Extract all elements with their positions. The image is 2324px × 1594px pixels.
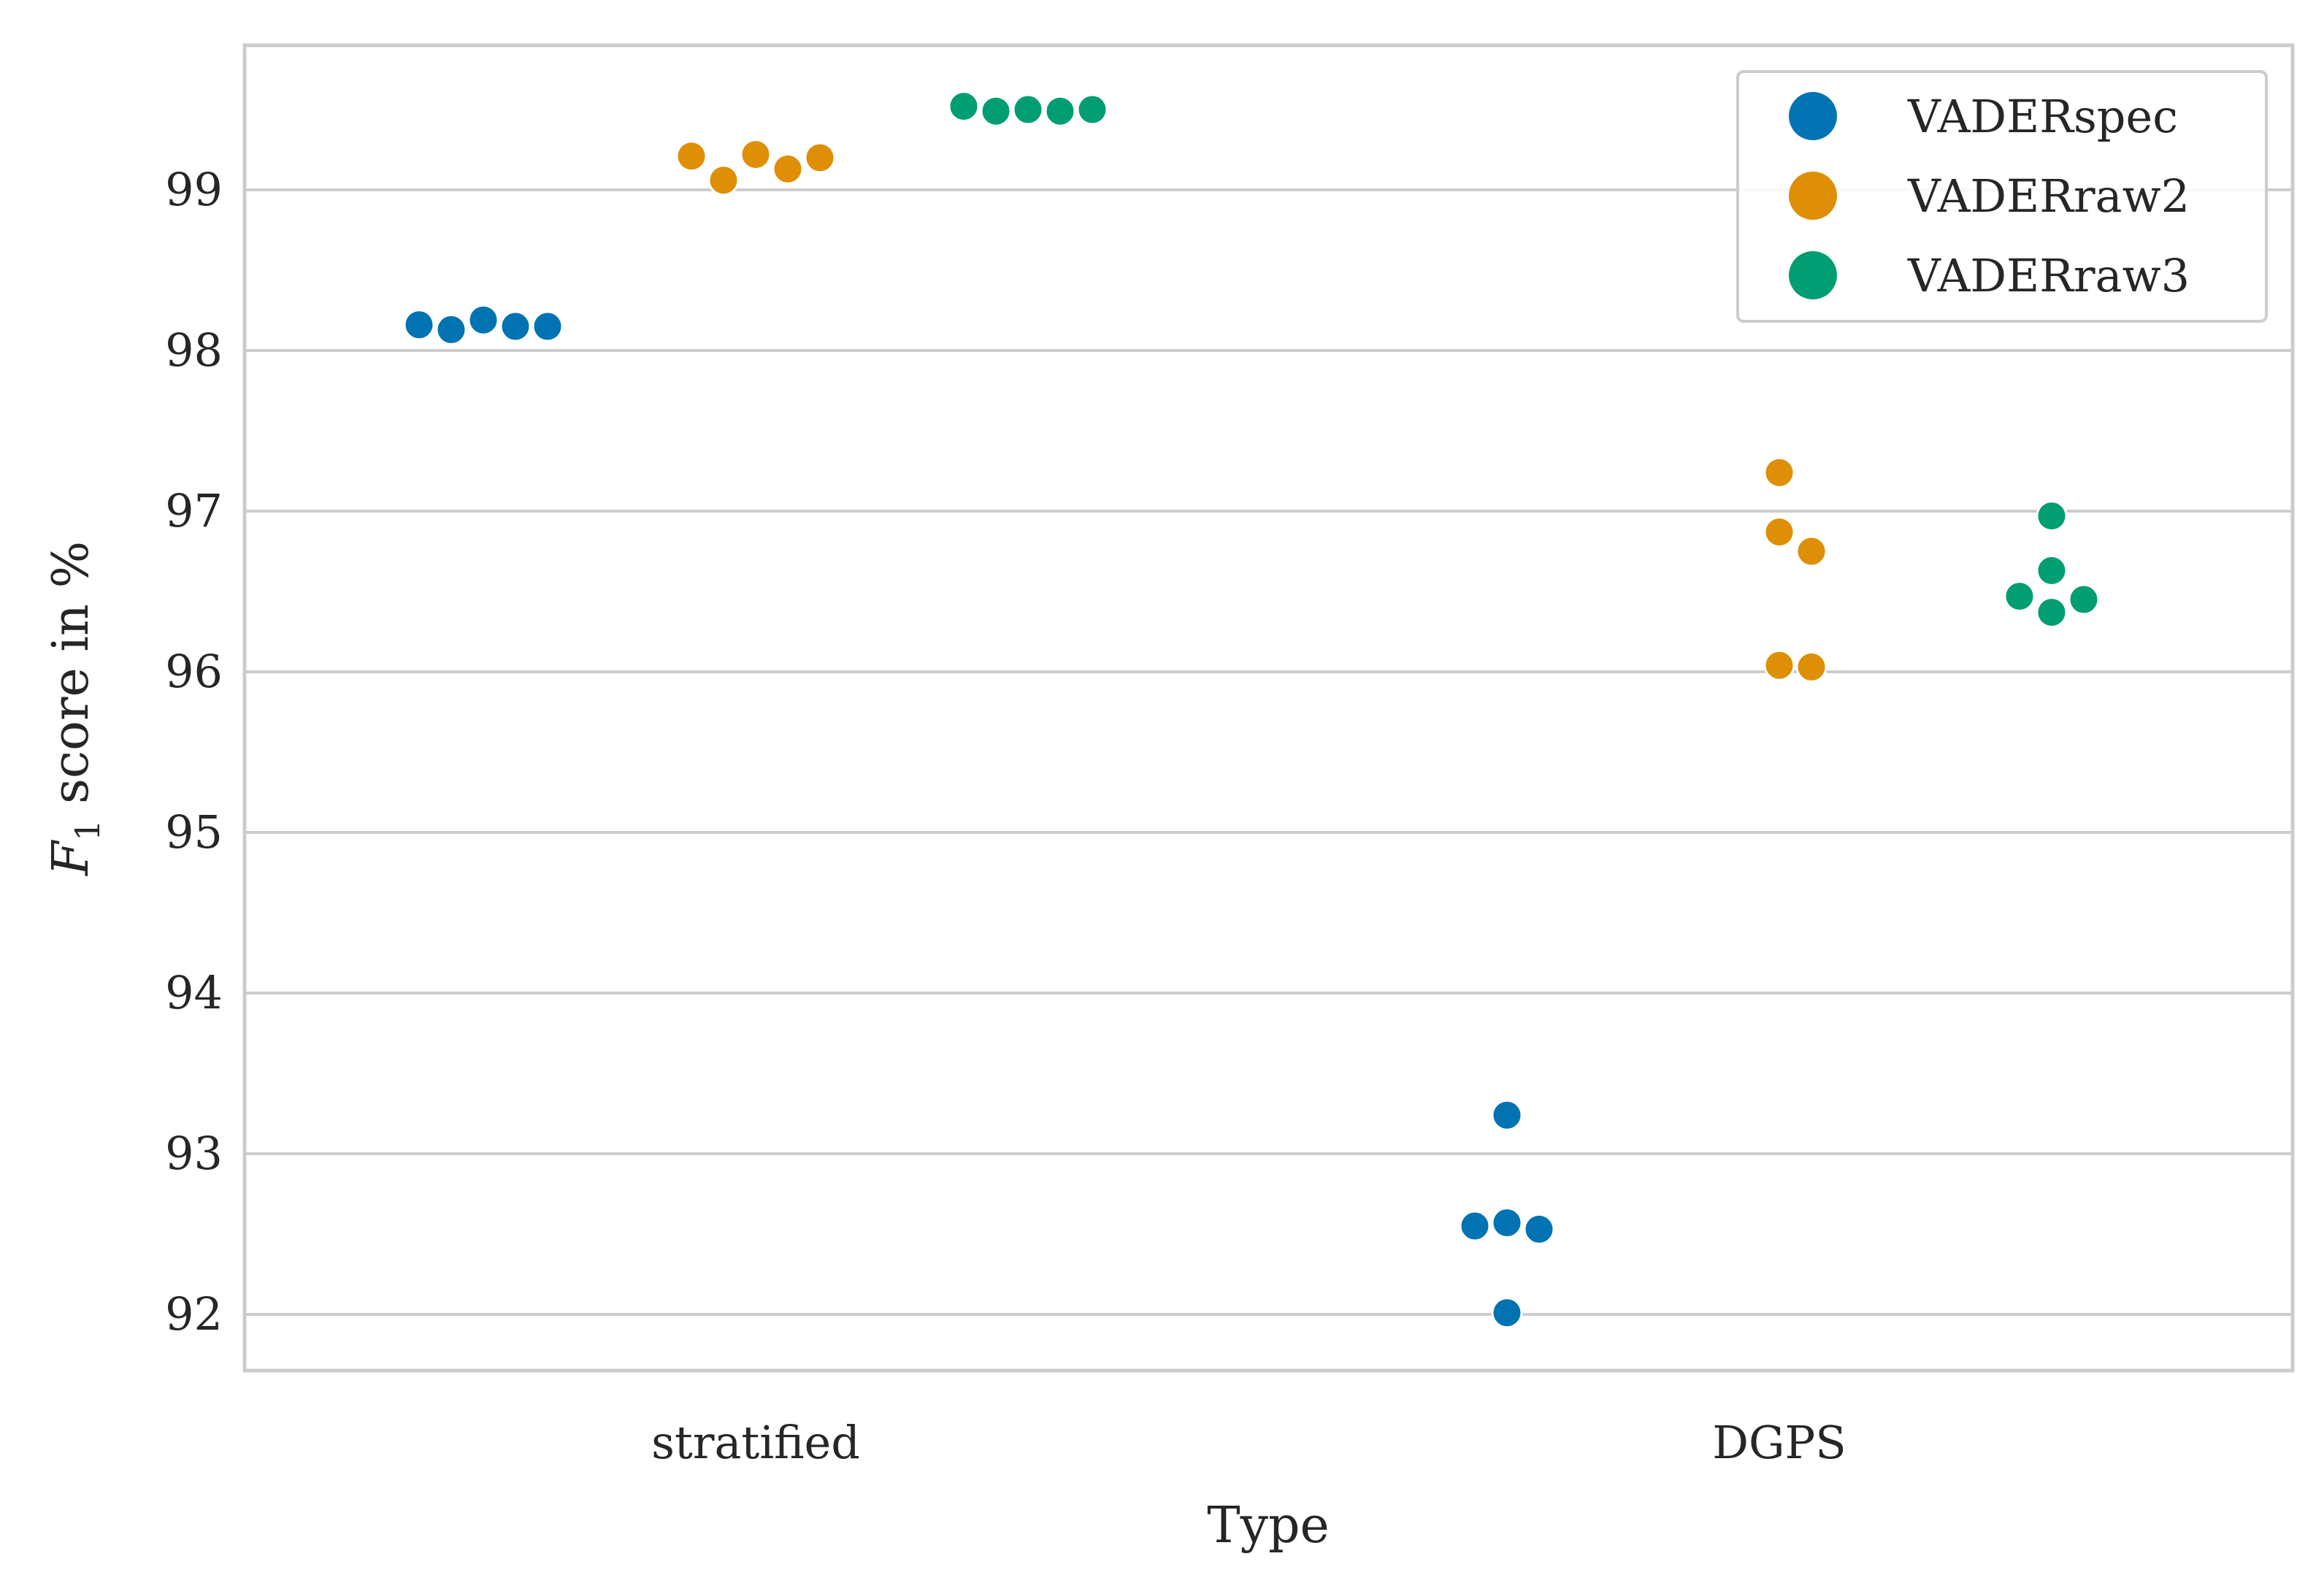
y-tick-label: 93 (165, 1127, 223, 1180)
point-vaderraw2-dgps-4 (1795, 651, 1828, 683)
point-vaderraw3-dgps-2 (2068, 583, 2100, 616)
legend-label-vaderraw2: VADERraw2 (1907, 169, 2190, 223)
y-tick-label: 98 (165, 323, 223, 377)
y-tick-label: 94 (165, 966, 223, 1019)
x-tick-labels: stratified DGPS (651, 1416, 1846, 1469)
point-vaderraw2-stratified-1 (772, 153, 804, 185)
y-axis-title-var: F (42, 839, 100, 877)
legend: VADERspec VADERraw2 VADERraw3 (1736, 70, 2268, 323)
point-vaderraw2-stratified-4 (675, 140, 707, 172)
point-vaderraw2-dgps-0 (1763, 456, 1795, 488)
point-vaderspec-dgps-1 (1491, 1207, 1523, 1239)
legend-label-vaderspec: VADERspec (1907, 90, 2178, 143)
point-vaderraw2-dgps-3 (1763, 649, 1795, 681)
point-vaderraw2-dgps-2 (1795, 535, 1828, 567)
point-vaderspec-dgps-4 (1491, 1297, 1523, 1329)
point-vaderraw3-stratified-1 (1044, 95, 1076, 127)
x-axis-title: Type (1207, 1497, 1330, 1555)
point-vaderraw3-dgps-4 (2036, 597, 2068, 629)
data-points (403, 91, 2100, 1329)
legend-marker-vaderraw3 (1789, 251, 1837, 299)
point-vaderspec-stratified-1 (499, 310, 532, 342)
point-vaderspec-stratified-0 (467, 304, 499, 336)
point-vaderraw3-dgps-3 (2003, 580, 2036, 613)
y-tick-label: 96 (165, 645, 223, 698)
point-vaderraw3-dgps-1 (2036, 554, 2068, 586)
x-tick-label-dgps: DGPS (1712, 1416, 1846, 1469)
y-axis-title-suffix: score in % (42, 541, 100, 820)
grid-layer (245, 188, 2293, 1316)
point-vaderraw2-stratified-2 (707, 164, 740, 196)
point-vaderraw3-stratified-2 (980, 95, 1012, 127)
y-axis-title-subscript: 1 (68, 820, 107, 841)
y-tick-labels: 92 93 94 95 96 97 98 99 (165, 163, 223, 1341)
y-tick-label: 92 (165, 1287, 223, 1341)
point-vaderspec-dgps-3 (1459, 1210, 1491, 1242)
legend-box (1736, 70, 2268, 323)
point-vaderspec-stratified-3 (532, 310, 564, 342)
point-vaderraw2-stratified-3 (804, 142, 836, 174)
legend-label-vaderraw3: VADERraw3 (1907, 249, 2190, 302)
y-tick-label: 97 (165, 484, 223, 537)
x-tick-label-stratified: stratified (651, 1416, 860, 1469)
point-vaderraw3-stratified-4 (948, 91, 980, 123)
legend-marker-vaderspec (1789, 92, 1837, 140)
point-vaderraw2-dgps-1 (1763, 516, 1795, 548)
point-vaderspec-stratified-2 (435, 313, 467, 345)
point-vaderspec-dgps-0 (1491, 1099, 1523, 1131)
point-vaderraw3-dgps-0 (2036, 500, 2068, 532)
y-tick-label: 95 (165, 805, 223, 859)
legend-marker-vaderraw2 (1789, 172, 1837, 220)
plot-frame (242, 43, 2295, 1373)
point-vaderspec-stratified-4 (403, 309, 435, 341)
y-tick-label: 99 (165, 163, 223, 216)
point-vaderraw3-stratified-3 (1076, 93, 1108, 126)
point-vaderspec-dgps-2 (1523, 1213, 1555, 1245)
point-vaderraw2-stratified-0 (740, 139, 772, 171)
point-vaderraw3-stratified-0 (1012, 93, 1044, 126)
y-axis-title: F1 score in % (42, 541, 107, 877)
